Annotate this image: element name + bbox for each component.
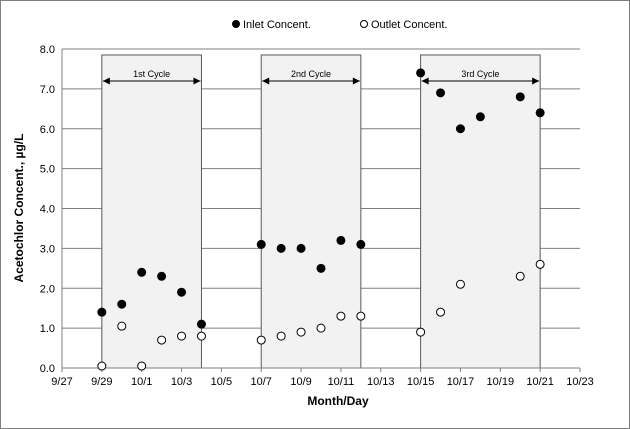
y-tick-label: 8.0 — [40, 44, 55, 56]
data-points — [97, 68, 545, 371]
x-axis-title: Month/Day — [307, 394, 369, 408]
cycle-arrow-head-left — [102, 77, 110, 85]
y-tick-label: 6.0 — [40, 124, 55, 136]
y-axis-title: Acetochlor Concent., µg/L — [12, 134, 26, 283]
x-tick-labels: 9/27 9/29 10/1 10/3 10/5 10/7 10/9 10/11 10/13 10… — [51, 376, 593, 388]
x-tick-label: 10/17 — [447, 376, 475, 388]
y-tick-label: 2.0 — [40, 283, 55, 295]
outlet-point — [97, 361, 107, 371]
cycle-box — [101, 54, 202, 369]
inlet-point — [177, 287, 187, 297]
inlet-point — [157, 271, 167, 281]
inlet-point — [256, 239, 266, 249]
inlet-point — [515, 92, 525, 102]
outlet-point — [316, 323, 326, 333]
legend-label-inlet: Inlet Concent. — [243, 19, 311, 31]
legend-label-outlet: Outlet Concent. — [371, 19, 447, 31]
inlet-point — [356, 239, 366, 249]
y-tick-label: 0.0 — [40, 363, 55, 375]
legend: Inlet Concent. Outlet Concent. — [232, 19, 447, 31]
cycle-box — [420, 54, 541, 369]
inlet-point — [276, 243, 286, 253]
outlet-point — [416, 327, 426, 337]
outlet-point — [196, 331, 206, 341]
x-tick-label: 10/15 — [407, 376, 435, 388]
inlet-point — [455, 124, 465, 134]
y-tick-label: 1.0 — [40, 323, 55, 335]
outlet-point — [256, 335, 266, 345]
inlet-point — [416, 68, 426, 78]
cycle-arrow-head-left — [262, 77, 270, 85]
x-tick-label: 10/19 — [487, 376, 515, 388]
outlet-point — [117, 321, 127, 331]
outlet-point — [336, 311, 346, 321]
x-tick-label: 10/7 — [251, 376, 272, 388]
x-tick-label: 10/11 — [328, 376, 355, 388]
inlet-point — [296, 243, 306, 253]
inlet-point — [196, 319, 206, 329]
y-tick-label: 7.0 — [40, 84, 55, 96]
x-tick-label: 10/5 — [211, 376, 232, 388]
y-tick-labels: 0.0 1.0 2.0 3.0 4.0 5.0 6.0 7.0 8.0 — [40, 44, 55, 375]
cycle-arrow-head-right — [532, 77, 540, 85]
cycle-arrow-head-right — [352, 77, 360, 85]
outlet-point — [296, 327, 306, 337]
cycle-label: 3rd Cycle — [461, 69, 499, 79]
cycle-arrow-head-left — [421, 77, 429, 85]
x-tick-label: 10/3 — [171, 376, 192, 388]
legend-marker-outlet — [360, 20, 368, 28]
outlet-point — [535, 259, 545, 269]
cycle-arrow-head-right — [193, 77, 201, 85]
inlet-point — [535, 108, 545, 118]
x-tick-label: 9/27 — [51, 376, 72, 388]
y-tick-label: 5.0 — [40, 164, 55, 176]
y-tick-label: 4.0 — [40, 204, 55, 216]
outlet-point — [455, 279, 465, 289]
inlet-point — [336, 235, 346, 245]
x-tick-label: 10/13 — [367, 376, 395, 388]
inlet-point — [97, 307, 107, 317]
outlet-point — [436, 307, 446, 317]
outlet-point — [137, 361, 147, 371]
x-tick-label: 10/9 — [290, 376, 311, 388]
inlet-point — [316, 263, 326, 273]
cycle-boxes: 1st Cycle 2nd Cycle 3rd Cycle — [101, 54, 541, 369]
outlet-point — [177, 331, 187, 341]
outlet-point — [157, 335, 167, 345]
x-tick-label: 10/21 — [526, 376, 554, 388]
inlet-point — [137, 267, 147, 277]
legend-marker-inlet — [232, 20, 240, 28]
x-tick-label: 9/29 — [91, 376, 112, 388]
outlet-point — [515, 271, 525, 281]
cycle-label: 2nd Cycle — [291, 69, 331, 79]
inlet-point — [475, 112, 485, 122]
cycle-label: 1st Cycle — [133, 69, 170, 79]
inlet-point — [436, 88, 446, 98]
y-tick-label: 3.0 — [40, 243, 55, 255]
outlet-point — [356, 311, 366, 321]
outlet-point — [276, 331, 286, 341]
x-tick-label: 10/1 — [131, 376, 152, 388]
inlet-point — [117, 299, 127, 309]
cycle-box — [260, 54, 362, 369]
x-tick-label: 10/23 — [566, 376, 594, 388]
